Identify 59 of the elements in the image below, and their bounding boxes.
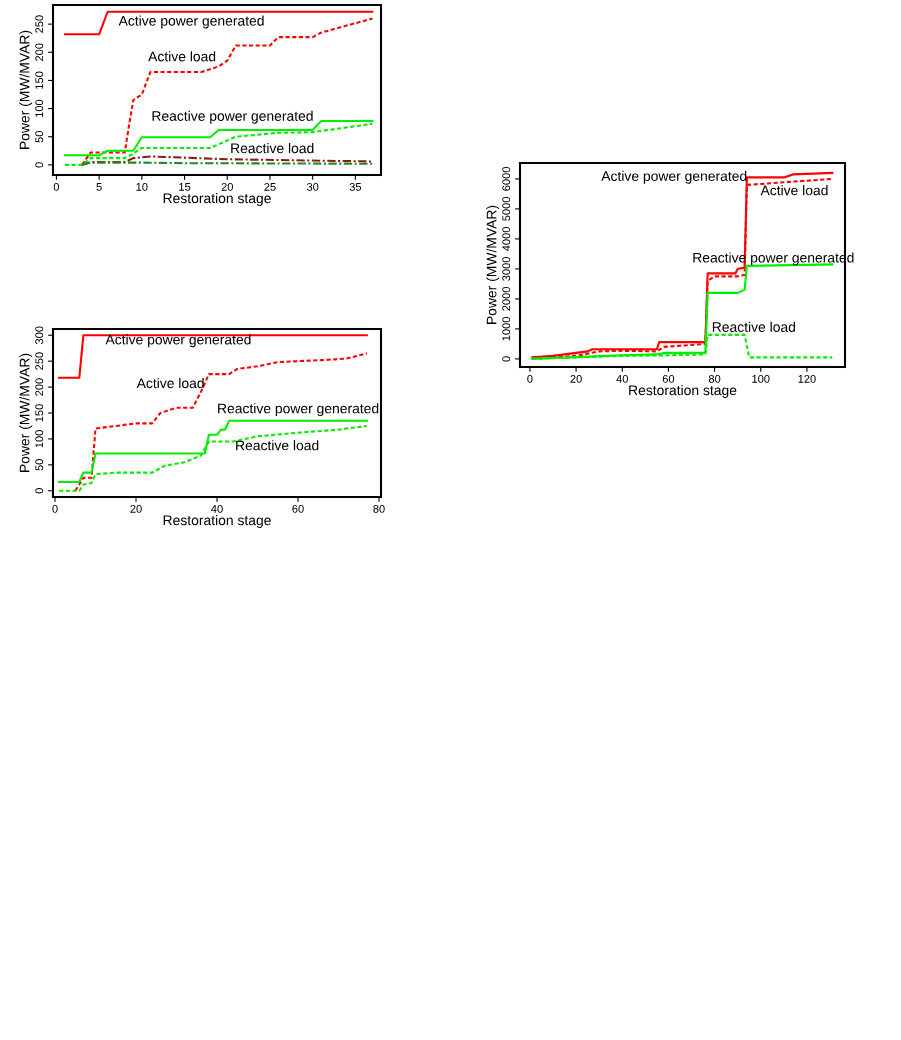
x-tick-label: 0 (53, 182, 60, 191)
y-tick-label: 6000 (502, 166, 511, 191)
y-tick-label: 200 (35, 378, 44, 396)
y-tick-label: 0 (35, 488, 44, 494)
annotation: Reactive load (712, 321, 796, 332)
x-tick-label: 5 (96, 183, 102, 191)
y-axis-title: Power (MW/MVAR) (19, 30, 33, 149)
x-tick-label: 100 (752, 374, 770, 383)
y-axis-title: Power (MW/MVAR) (486, 205, 500, 324)
y-tick-label: 150 (35, 71, 44, 89)
x-axis-title: Restoration stage (163, 515, 271, 528)
x-axis-title: Restoration stage (163, 193, 271, 206)
x-tick-label: 10 (136, 182, 148, 191)
y-tick-label: 5000 (502, 196, 511, 221)
x-tick-label: 80 (373, 504, 385, 513)
y-tick-label: 0 (35, 162, 44, 168)
x-tick-label: 80 (708, 374, 721, 383)
y-tick-label: 300 (35, 326, 44, 345)
x-tick-label: 0 (52, 504, 58, 513)
x-tick-label: 35 (349, 182, 362, 191)
y-tick-label: 2000 (502, 286, 511, 311)
y-axis-title: Power (MW/MVAR) (19, 353, 33, 472)
y-tick-label: 250 (35, 352, 44, 370)
y-tick-label: 200 (35, 43, 44, 61)
annotation: Active power generated (601, 170, 747, 184)
y-tick-label: 0 (502, 356, 511, 362)
line-series (58, 424, 368, 492)
x-tick-label: 40 (211, 504, 223, 513)
y-tick-label: 4000 (502, 226, 511, 251)
annotation: Active load (136, 377, 204, 389)
x-tick-label: 25 (264, 182, 276, 191)
x-tick-label: 60 (662, 374, 675, 383)
x-tick-label: 20 (570, 374, 582, 383)
x-tick-label: 20 (130, 504, 142, 513)
x-tick-label: 40 (616, 374, 628, 383)
annotation: Reactive load (236, 440, 319, 451)
y-tick-label: 100 (35, 430, 44, 448)
y-tick-label: 250 (35, 15, 44, 33)
y-tick-label: 3000 (502, 256, 511, 281)
x-tick-label: 60 (292, 504, 304, 513)
y-tick-label: 50 (35, 130, 44, 143)
x-tick-label: 20 (221, 182, 233, 191)
y-tick-label: 1000 (502, 316, 511, 341)
y-tick-label: 150 (35, 404, 44, 422)
x-tick-label: 0 (527, 374, 533, 383)
annotation: Reactive power generated (152, 110, 313, 124)
annotation: Active power generated (118, 15, 264, 29)
annotation: Reactive power generated (218, 403, 379, 417)
annotation: Active power generated (105, 334, 251, 348)
x-axis-title: Restoration stage (629, 385, 737, 398)
y-tick-label: 100 (35, 99, 44, 117)
annotation: Active load (760, 185, 828, 196)
x-tick-label: 15 (179, 183, 191, 191)
annotation: Active load (148, 51, 216, 62)
y-tick-label: 50 (35, 459, 44, 471)
x-tick-label: 30 (306, 182, 319, 191)
line-series (81, 17, 374, 166)
annotation: Reactive load (231, 143, 314, 154)
x-tick-label: 120 (798, 374, 816, 383)
